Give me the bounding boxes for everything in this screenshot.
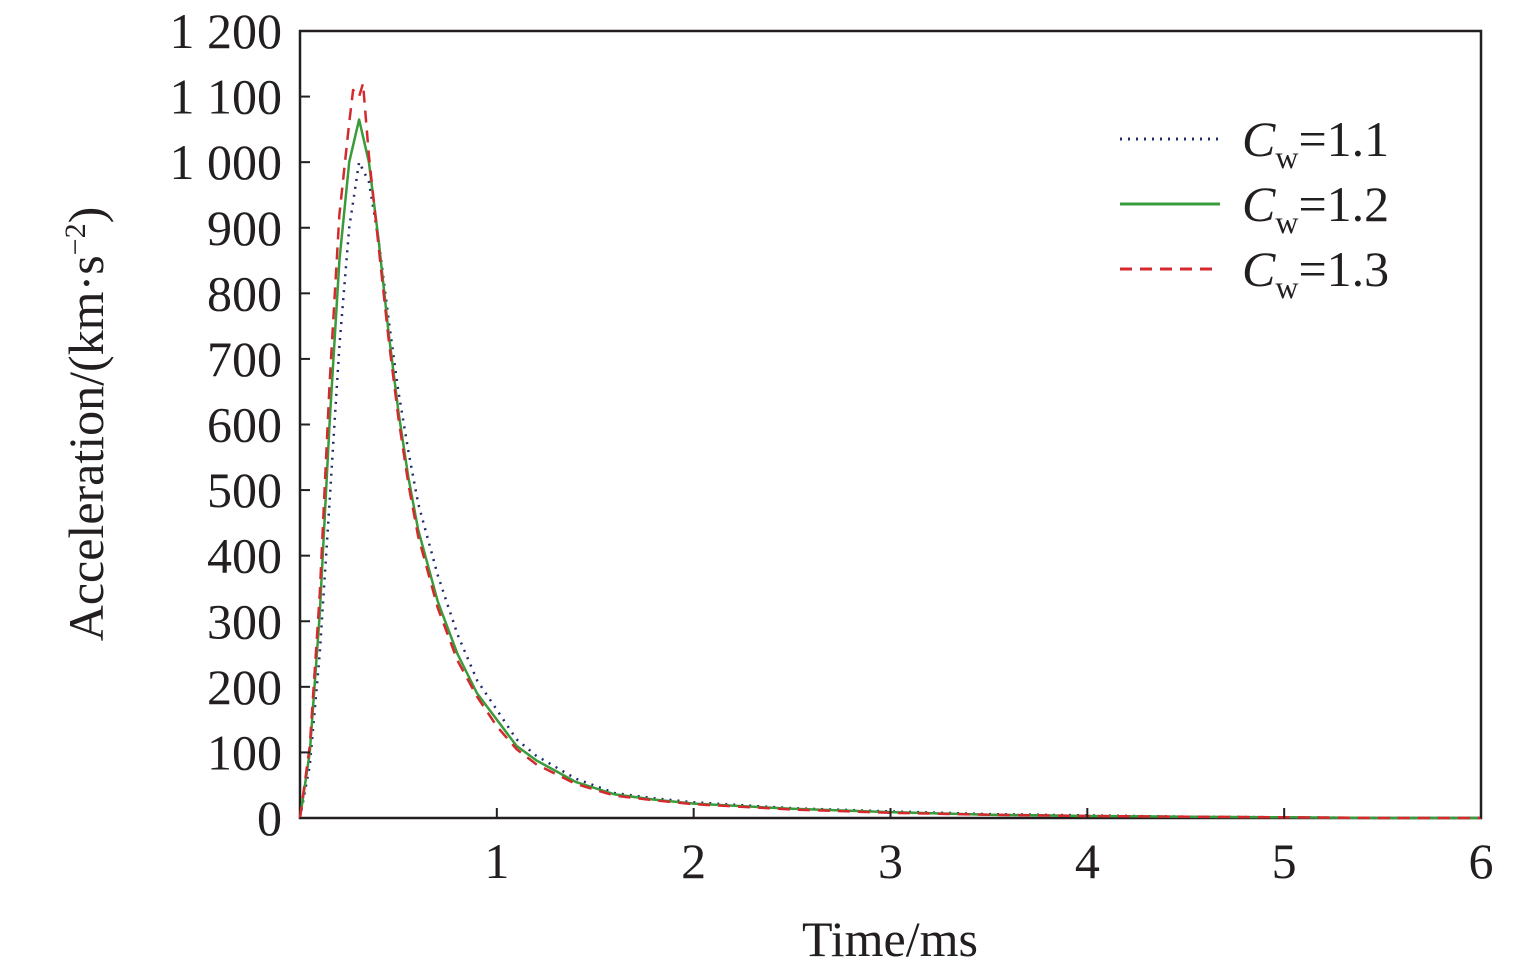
x-tick-label: 2	[681, 833, 706, 889]
y-tick-label: 200	[207, 659, 282, 715]
series-layer	[298, 82, 1481, 820]
y-tick-label: 1 100	[170, 69, 283, 125]
x-tick-label: 3	[878, 833, 903, 889]
y-tick-label: 0	[257, 790, 282, 846]
y-axis-ticks: 0 100 200 300 400 500 600 700 800 900 1 000 1 100 1 …	[170, 3, 310, 846]
y-tick-label: 1 000	[170, 134, 283, 190]
y-tick-label: 900	[207, 200, 282, 256]
y-tick-label: 100	[207, 724, 282, 780]
x-axis-ticks: 1 2 3 4 5 6	[484, 808, 1494, 889]
legend-label-1: Cw=1.1	[1242, 111, 1389, 175]
y-tick-label: 1 200	[170, 3, 283, 59]
y-tick-label: 300	[207, 593, 282, 649]
x-axis-title: Time/ms	[802, 911, 978, 967]
legend-label-2: Cw=1.2	[1242, 176, 1389, 240]
series-line-1	[298, 160, 1481, 820]
x-tick-label: 1	[484, 833, 509, 889]
y-axis-title-main: Acceleration/(km·s	[58, 255, 114, 641]
legend: Cw=1.1Cw=1.2Cw=1.3	[1120, 111, 1389, 305]
y-tick-label: 600	[207, 397, 282, 453]
y-axis-title-close: )	[58, 207, 114, 224]
y-axis-title: Acceleration/(km·s−2)	[58, 207, 114, 642]
series-line-3	[298, 82, 1481, 820]
legend-label-3: Cw=1.3	[1242, 241, 1389, 305]
y-tick-label: 500	[207, 462, 282, 518]
y-axis-title-superscript: −2	[59, 223, 92, 255]
x-tick-label: 6	[1469, 833, 1494, 889]
y-tick-label: 800	[207, 265, 282, 321]
x-tick-label: 5	[1272, 833, 1297, 889]
y-tick-label: 400	[207, 528, 282, 584]
x-tick-label: 4	[1075, 833, 1100, 889]
y-tick-label: 700	[207, 331, 282, 387]
